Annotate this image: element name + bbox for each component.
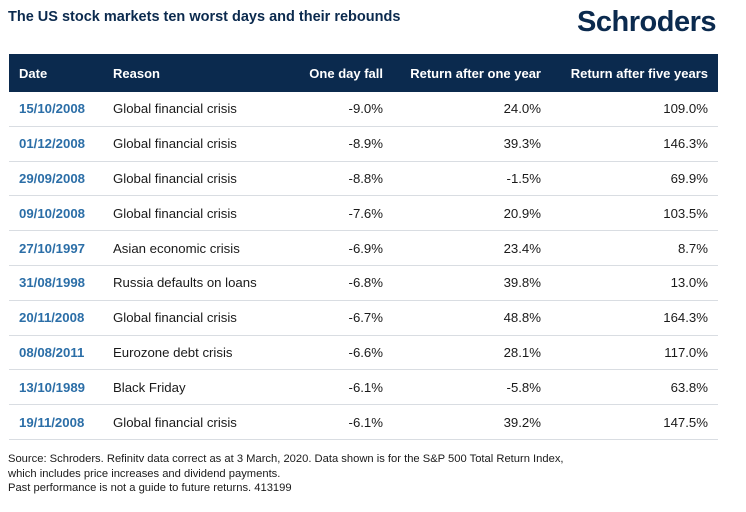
cell-reason: Global financial crisis: [103, 404, 285, 440]
cell-one-day-fall: -6.1%: [285, 404, 393, 440]
cell-one-day-fall: -8.9%: [285, 126, 393, 162]
cell-one-day-fall: -6.8%: [285, 265, 393, 301]
cell-date: 09/10/2008: [9, 195, 103, 232]
cell-reason: Global financial crisis: [103, 300, 285, 336]
cell-return-five-years: 8.7%: [551, 230, 718, 266]
cell-date: 08/08/2011: [9, 335, 103, 371]
cell-reason: Black Friday: [103, 369, 285, 406]
cell-return-five-years: 109.0%: [551, 92, 718, 127]
cell-return-one-year: 39.2%: [393, 404, 551, 440]
cell-date: 01/12/2008: [9, 126, 103, 162]
cell-one-day-fall: -6.6%: [285, 335, 393, 371]
footnote-line: which includes price increases and divid…: [8, 467, 281, 480]
cell-date: 13/10/1989: [9, 369, 103, 406]
cell-return-one-year: 23.4%: [393, 230, 551, 266]
cell-reason: Eurozone debt crisis: [103, 335, 285, 371]
table-header: Date Reason One day fall Return after on…: [9, 54, 718, 92]
footnote-line: Past performance is not a guide to futur…: [8, 482, 292, 494]
returns-table: Date Reason One day fall Return after on…: [9, 54, 718, 440]
cell-return-one-year: 39.8%: [393, 265, 551, 301]
table-row: 08/08/2011 Eurozone debt crisis -6.6% 28…: [9, 335, 718, 371]
cell-one-day-fall: -9.0%: [285, 92, 393, 127]
cell-date: 27/10/1997: [9, 230, 103, 266]
cell-return-one-year: -5.8%: [393, 369, 551, 406]
cell-one-day-fall: -7.6%: [285, 195, 393, 232]
cell-date: 31/08/1998: [9, 265, 103, 301]
header-reason: Reason: [103, 54, 285, 92]
cell-return-five-years: 13.0%: [551, 265, 718, 301]
header-one-day-fall: One day fall: [285, 54, 393, 92]
cell-return-five-years: 146.3%: [551, 126, 718, 162]
cell-reason: Global financial crisis: [103, 126, 285, 162]
cell-reason: Russia defaults on loans: [103, 265, 285, 301]
brand-logo: Schroders: [577, 6, 716, 38]
cell-one-day-fall: -6.1%: [285, 369, 393, 406]
cell-return-one-year: 48.8%: [393, 300, 551, 336]
table-row: 20/11/2008 Global financial crisis -6.7%…: [9, 300, 718, 336]
header-date: Date: [9, 54, 103, 92]
cell-return-five-years: 164.3%: [551, 300, 718, 336]
table-body: 15/10/2008 Global financial crisis -9.0%…: [9, 92, 718, 440]
cell-date: 15/10/2008: [9, 92, 103, 127]
cell-return-one-year: -1.5%: [393, 161, 551, 197]
table-row: 01/12/2008 Global financial crisis -8.9%…: [9, 126, 718, 162]
cell-date: 20/11/2008: [9, 300, 103, 336]
table-row: 15/10/2008 Global financial crisis -9.0%…: [9, 92, 718, 127]
cell-date: 29/09/2008: [9, 161, 103, 197]
footnote-line: Source: Schroders. Refinitv data correct…: [8, 453, 564, 465]
cell-reason: Asian economic crisis: [103, 230, 285, 266]
table-row: 31/08/1998 Russia defaults on loans -6.8…: [9, 265, 718, 301]
cell-return-five-years: 103.5%: [551, 195, 718, 232]
cell-return-five-years: 63.8%: [551, 369, 718, 406]
table-row: 13/10/1989 Black Friday -6.1% -5.8% 63.8…: [9, 369, 718, 406]
cell-return-five-years: 117.0%: [551, 335, 718, 371]
cell-return-one-year: 28.1%: [393, 335, 551, 371]
cell-reason: Global financial crisis: [103, 195, 285, 232]
cell-reason: Global financial crisis: [103, 92, 285, 127]
header-return-one-year: Return after one year: [393, 54, 551, 92]
cell-reason: Global financial crisis: [103, 161, 285, 197]
cell-return-one-year: 20.9%: [393, 195, 551, 232]
cell-one-day-fall: -8.8%: [285, 161, 393, 197]
cell-return-five-years: 147.5%: [551, 404, 718, 440]
page-title: The US stock markets ten worst days and …: [8, 9, 401, 25]
header-row: Date Reason One day fall Return after on…: [9, 54, 718, 92]
table-row: 09/10/2008 Global financial crisis -7.6%…: [9, 195, 718, 232]
table-row: 29/09/2008 Global financial crisis -8.8%…: [9, 161, 718, 197]
source-footnote: Source: Schroders. Refinitv data correct…: [8, 452, 564, 496]
cell-one-day-fall: -6.9%: [285, 230, 393, 266]
table-row: 19/11/2008 Global financial crisis -6.1%…: [9, 404, 718, 440]
table-row: 27/10/1997 Asian economic crisis -6.9% 2…: [9, 230, 718, 266]
header-return-five-years: Return after five years: [551, 54, 718, 92]
cell-return-five-years: 69.9%: [551, 161, 718, 197]
cell-return-one-year: 39.3%: [393, 126, 551, 162]
cell-return-one-year: 24.0%: [393, 92, 551, 127]
cell-one-day-fall: -6.7%: [285, 300, 393, 336]
cell-date: 19/11/2008: [9, 404, 103, 440]
